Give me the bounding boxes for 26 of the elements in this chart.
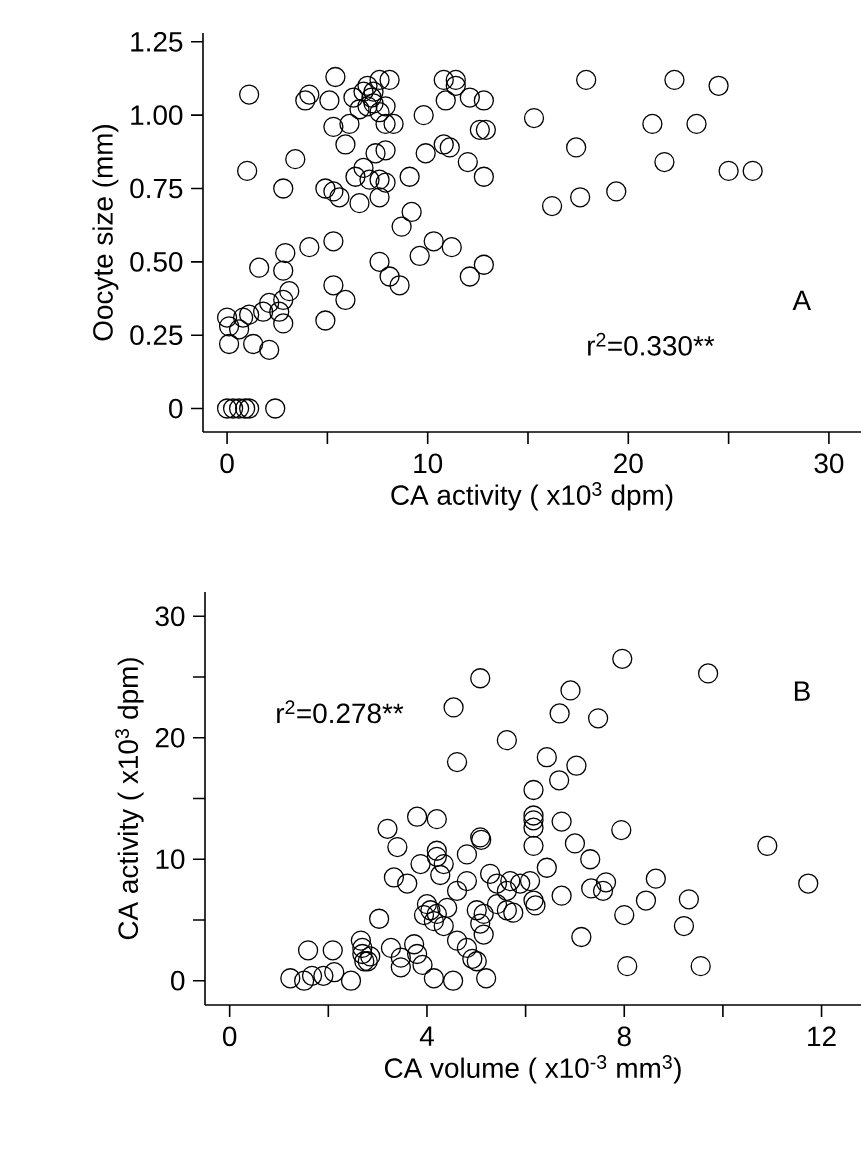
y-tick-label: 1.25 (131, 31, 183, 52)
y-tick-label: 0.25 (130, 325, 183, 346)
y-tick-label: 10 (156, 849, 185, 870)
y-axis-title: CA activity ( x10$^{3}$ dpm) (115, 658, 144, 940)
y-tick-label: 0.50 (130, 251, 183, 272)
x-tick-label: 12 (808, 1026, 836, 1046)
y-tick-label: 0 (171, 970, 185, 991)
annotation: A (792, 290, 812, 310)
y-tick-label: 0.75 (130, 178, 183, 199)
x-axis-title: CA volume ( x10$^{-3}$ mm$^{3}$) (384, 1055, 681, 1084)
x-tick-label: 0 (220, 453, 234, 474)
x-tick-label: 4 (419, 1026, 434, 1046)
x-tick-label: 20 (614, 453, 643, 474)
annotation: r$^{2}$=0.278** (277, 700, 404, 724)
x-tick-label: 0 (223, 1026, 237, 1047)
x-axis-title: CA activity ( x10$^{3}$ dpm) (391, 482, 673, 511)
y-tick-label: 1.00 (131, 105, 183, 125)
annotation: r$^{2}$=0.330** (588, 332, 715, 356)
y-axis-title: Oocyte size (mm) (92, 124, 119, 341)
annotation: B (794, 681, 810, 701)
x-tick-label: 10 (414, 453, 443, 474)
y-tick-label: 30 (155, 606, 185, 627)
y-tick-label: 0 (169, 398, 183, 419)
x-tick-label: 8 (617, 1026, 631, 1047)
x-tick-label: 30 (814, 453, 844, 474)
y-tick-label: 20 (155, 727, 185, 748)
